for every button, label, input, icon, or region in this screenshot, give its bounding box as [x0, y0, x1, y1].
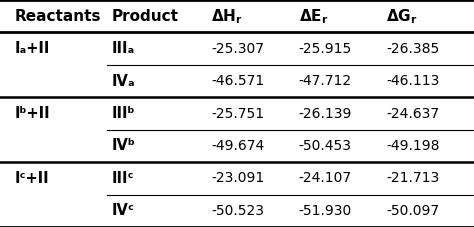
- Text: -25.915: -25.915: [299, 42, 352, 56]
- Text: -23.091: -23.091: [211, 171, 264, 185]
- Text: Reactants: Reactants: [14, 9, 100, 24]
- Text: -26.385: -26.385: [386, 42, 439, 56]
- Text: $\mathbf{\Delta E_r}$: $\mathbf{\Delta E_r}$: [299, 7, 328, 26]
- Text: -49.198: -49.198: [386, 139, 440, 153]
- Text: $\mathbf{\Delta H_r}$: $\mathbf{\Delta H_r}$: [211, 7, 243, 26]
- Text: -25.307: -25.307: [211, 42, 264, 56]
- Text: -49.674: -49.674: [211, 139, 264, 153]
- Text: -50.097: -50.097: [386, 204, 439, 218]
- Text: Iₐ+II: Iₐ+II: [14, 41, 50, 56]
- Text: -25.751: -25.751: [211, 106, 264, 121]
- Text: -46.113: -46.113: [386, 74, 440, 88]
- Text: IVᶜ: IVᶜ: [111, 203, 134, 218]
- Text: IIIₐ: IIIₐ: [111, 41, 135, 56]
- Text: Iᵇ+II: Iᵇ+II: [14, 106, 50, 121]
- Text: -24.107: -24.107: [299, 171, 352, 185]
- Text: Iᶜ+II: Iᶜ+II: [14, 171, 49, 186]
- Text: -50.523: -50.523: [211, 204, 264, 218]
- Text: -46.571: -46.571: [211, 74, 264, 88]
- Text: $\mathbf{\Delta G_r}$: $\mathbf{\Delta G_r}$: [386, 7, 418, 26]
- Text: IIIᶜ: IIIᶜ: [111, 171, 134, 186]
- Text: IIIᵇ: IIIᵇ: [111, 106, 135, 121]
- Text: -51.930: -51.930: [299, 204, 352, 218]
- Text: IVᵇ: IVᵇ: [111, 138, 135, 153]
- Text: IVₐ: IVₐ: [111, 74, 135, 89]
- Text: -24.637: -24.637: [386, 106, 439, 121]
- Text: -21.713: -21.713: [386, 171, 439, 185]
- Text: Product: Product: [111, 9, 178, 24]
- Text: -26.139: -26.139: [299, 106, 352, 121]
- Text: -47.712: -47.712: [299, 74, 352, 88]
- Text: -50.453: -50.453: [299, 139, 352, 153]
